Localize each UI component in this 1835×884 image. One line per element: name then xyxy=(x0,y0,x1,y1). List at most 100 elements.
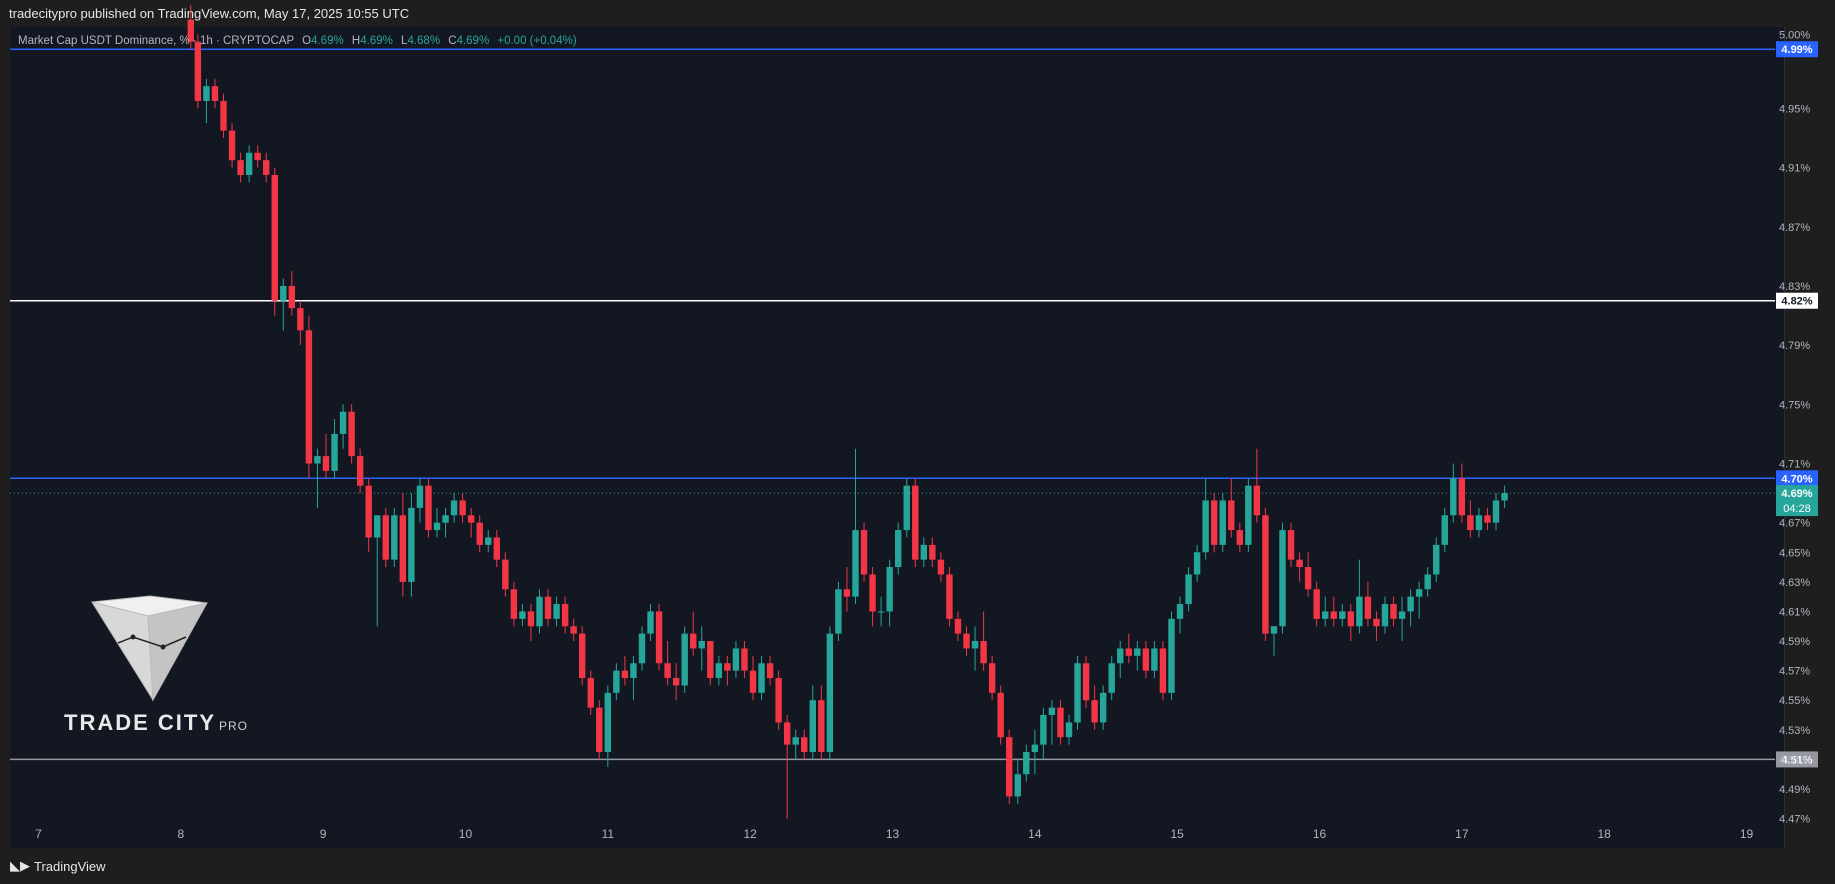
candle[interactable] xyxy=(1193,544,1201,582)
candle[interactable] xyxy=(1347,604,1355,642)
candle[interactable] xyxy=(237,152,244,183)
candle[interactable] xyxy=(536,589,543,634)
candle[interactable] xyxy=(801,729,808,760)
candle[interactable] xyxy=(288,271,296,316)
candle[interactable] xyxy=(707,641,714,686)
candle[interactable] xyxy=(228,123,236,168)
candle[interactable] xyxy=(459,493,466,523)
candle[interactable] xyxy=(305,315,313,479)
candle[interactable] xyxy=(946,567,953,627)
candle[interactable] xyxy=(271,167,278,316)
candle[interactable] xyxy=(1322,596,1329,627)
candle[interactable] xyxy=(698,626,705,671)
candle[interactable] xyxy=(655,604,663,671)
candle[interactable] xyxy=(245,145,253,183)
candle[interactable] xyxy=(587,670,594,716)
candle[interactable] xyxy=(442,507,449,538)
candle[interactable] xyxy=(690,611,697,656)
candle[interactable] xyxy=(1381,596,1389,634)
candle[interactable] xyxy=(254,145,261,168)
candle[interactable] xyxy=(877,596,885,627)
candle[interactable] xyxy=(476,515,483,553)
candle[interactable] xyxy=(348,404,355,464)
candle[interactable] xyxy=(1091,685,1098,730)
candle[interactable] xyxy=(1287,522,1295,568)
candle[interactable] xyxy=(297,300,304,346)
candle[interactable] xyxy=(1048,700,1056,745)
candle[interactable] xyxy=(638,626,646,671)
candle[interactable] xyxy=(1390,596,1397,627)
candle[interactable] xyxy=(1228,478,1235,538)
candle[interactable] xyxy=(1074,655,1081,730)
candle[interactable] xyxy=(211,78,219,109)
candle[interactable] xyxy=(1202,478,1209,560)
candle[interactable] xyxy=(339,404,347,449)
candle[interactable] xyxy=(510,581,518,627)
candle[interactable] xyxy=(929,537,936,568)
price-chart[interactable]: 4.99% 4.82% 4.70% 4.51% 4.69% 04:28 5.00% 4.95… xyxy=(0,0,1835,848)
candle[interactable] xyxy=(1330,596,1337,627)
candle[interactable] xyxy=(1108,655,1115,701)
candle[interactable] xyxy=(1151,641,1158,679)
candle[interactable] xyxy=(732,641,740,679)
candle[interactable] xyxy=(672,663,680,701)
candle[interactable] xyxy=(613,663,620,701)
candle[interactable] xyxy=(886,559,893,627)
candle[interactable] xyxy=(1253,448,1261,523)
candle[interactable] xyxy=(1014,759,1021,804)
candle[interactable] xyxy=(467,507,475,538)
candle[interactable] xyxy=(1364,581,1372,627)
candle[interactable] xyxy=(1424,567,1431,597)
candle[interactable] xyxy=(425,478,432,538)
candle[interactable] xyxy=(263,152,270,183)
candle[interactable] xyxy=(724,655,731,686)
candle[interactable] xyxy=(493,530,501,568)
candle[interactable] xyxy=(1492,493,1500,531)
tradingview-logo[interactable]: ◣▶ TradingView xyxy=(10,858,106,874)
candle[interactable] xyxy=(766,655,774,686)
candle[interactable] xyxy=(869,567,876,627)
candle[interactable] xyxy=(1415,581,1423,619)
candle[interactable] xyxy=(1065,715,1073,745)
candle[interactable] xyxy=(681,626,688,693)
candle[interactable] xyxy=(664,641,671,686)
candle[interactable] xyxy=(621,655,629,686)
candle[interactable] xyxy=(1467,500,1474,538)
candle[interactable] xyxy=(1313,581,1320,627)
candle[interactable] xyxy=(1433,537,1440,582)
candle[interactable] xyxy=(1484,507,1491,531)
candle[interactable] xyxy=(561,596,569,634)
candle[interactable] xyxy=(553,596,560,627)
candle[interactable] xyxy=(382,507,389,568)
candle[interactable] xyxy=(1006,729,1013,804)
candle[interactable] xyxy=(187,4,194,50)
candle[interactable] xyxy=(783,715,791,819)
candle[interactable] xyxy=(485,530,492,553)
candle[interactable] xyxy=(1099,685,1107,730)
candle[interactable] xyxy=(1125,633,1132,664)
candle[interactable] xyxy=(1501,485,1508,508)
candle[interactable] xyxy=(903,478,910,538)
candle[interactable] xyxy=(331,419,338,479)
candle[interactable] xyxy=(280,278,287,331)
candle[interactable] xyxy=(1270,626,1278,656)
candle[interactable] xyxy=(220,93,227,138)
candle[interactable] xyxy=(314,448,321,508)
candle[interactable] xyxy=(450,493,458,523)
candle[interactable] xyxy=(630,655,637,701)
candle[interactable] xyxy=(1082,655,1090,708)
candle[interactable] xyxy=(1450,463,1457,523)
candle[interactable] xyxy=(1176,596,1184,634)
candle[interactable] xyxy=(1219,493,1226,553)
candle[interactable] xyxy=(527,604,535,642)
candle[interactable] xyxy=(912,478,919,568)
candle[interactable] xyxy=(954,611,962,642)
candle[interactable] xyxy=(1057,700,1064,745)
candle[interactable] xyxy=(1134,641,1141,671)
candle[interactable] xyxy=(1458,463,1466,523)
candle[interactable] xyxy=(194,34,202,109)
candle[interactable] xyxy=(963,626,970,656)
candle[interactable] xyxy=(1159,641,1167,701)
candle[interactable] xyxy=(1398,596,1406,642)
candle[interactable] xyxy=(1168,611,1175,701)
